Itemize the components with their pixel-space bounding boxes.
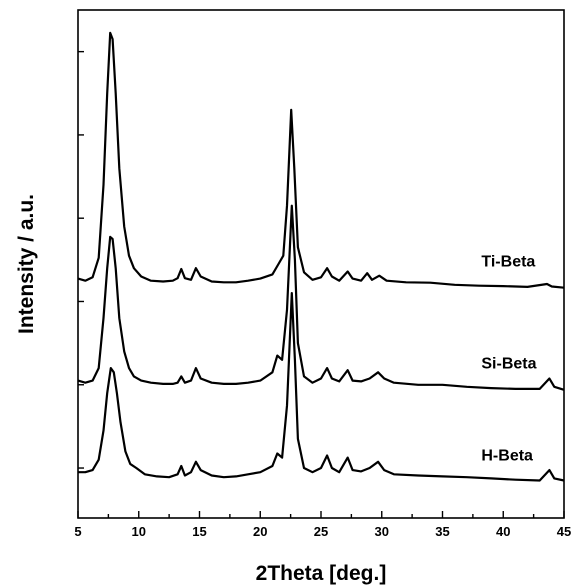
x-axis-title: 2Theta [deg.]	[256, 562, 387, 585]
x-tick-label: 15	[192, 524, 206, 539]
series-line-ti-beta	[78, 33, 564, 288]
y-axis-ticks	[78, 52, 84, 468]
y-axis-title: Intensity / a.u.	[15, 194, 38, 334]
x-tick-label: 45	[557, 524, 571, 539]
x-tick-label: 40	[496, 524, 510, 539]
x-tick-label: 10	[132, 524, 146, 539]
x-tick-label: 20	[253, 524, 267, 539]
series-label-si-beta: Si-Beta	[481, 356, 536, 373]
x-tick-label: 30	[375, 524, 389, 539]
x-tick-label: 5	[74, 524, 81, 539]
x-axis-ticks: 5 10 15 20 25 30 35 40 45	[74, 511, 571, 539]
x-tick-label: 25	[314, 524, 328, 539]
x-tick-label: 35	[435, 524, 449, 539]
series-group: Ti-Beta Si-Beta H-Beta	[78, 33, 564, 481]
series-label-ti-beta: Ti-Beta	[481, 254, 535, 271]
series-label-h-beta: H-Beta	[481, 447, 533, 464]
